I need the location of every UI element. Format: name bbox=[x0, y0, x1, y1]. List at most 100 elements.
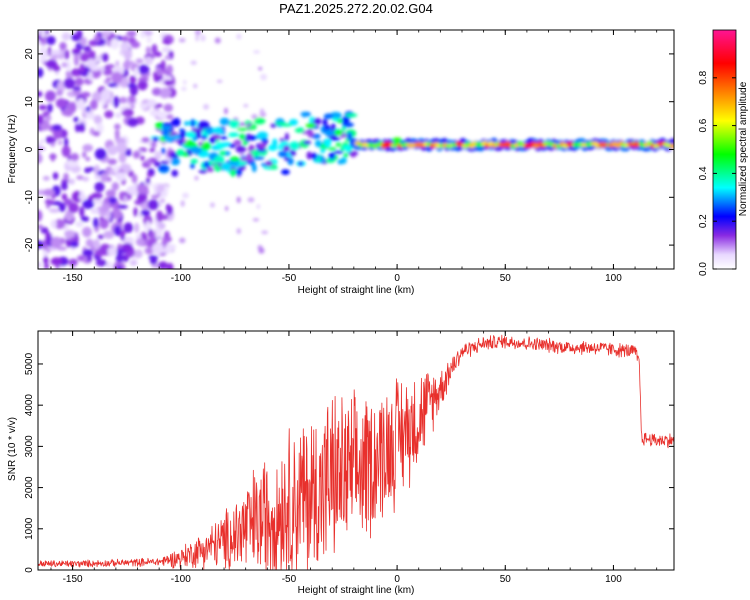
noise-blob bbox=[135, 238, 145, 246]
noise-blob bbox=[150, 231, 156, 239]
signal-blob bbox=[258, 143, 267, 149]
signal-blob bbox=[314, 139, 322, 148]
noise-blob bbox=[105, 189, 117, 198]
noise-blob bbox=[106, 209, 111, 221]
noise-blob bbox=[111, 182, 120, 191]
noise-blob bbox=[80, 91, 91, 98]
signal-blob bbox=[171, 117, 181, 127]
noise-blob bbox=[50, 236, 62, 249]
line-core bbox=[669, 143, 674, 149]
x-tick-label: 100 bbox=[605, 273, 622, 284]
noise-blob bbox=[150, 194, 160, 199]
noise-blob bbox=[61, 62, 68, 68]
signal-blob bbox=[152, 136, 159, 142]
noise-blob bbox=[82, 199, 95, 210]
signal-blob bbox=[247, 123, 252, 127]
noise-blob bbox=[117, 204, 129, 209]
noise-blob bbox=[84, 167, 91, 174]
noise-blob bbox=[64, 49, 70, 60]
noise-blob bbox=[56, 89, 64, 97]
noise-blob bbox=[63, 137, 69, 148]
signal-blob bbox=[235, 145, 247, 154]
signal-blob bbox=[323, 138, 332, 148]
noise-blob bbox=[107, 82, 118, 88]
signal-blob bbox=[164, 135, 174, 143]
noise-blob bbox=[72, 86, 82, 91]
noise-blob bbox=[101, 53, 109, 62]
noise-blob bbox=[52, 172, 59, 180]
noise-blob bbox=[115, 112, 122, 119]
noise-blob bbox=[152, 242, 164, 255]
noise-blob bbox=[80, 216, 90, 222]
noise-blob bbox=[123, 222, 134, 234]
signal-blob bbox=[161, 122, 173, 126]
noise-blob bbox=[114, 123, 121, 130]
noise-blob bbox=[99, 216, 104, 221]
noise-blob bbox=[150, 141, 157, 149]
noise-blob bbox=[165, 114, 174, 120]
sparse-blob bbox=[194, 30, 202, 36]
colorbar-tick-label: 0.6 bbox=[698, 118, 709, 132]
noise-blob bbox=[134, 222, 140, 234]
noise-blob bbox=[100, 172, 109, 183]
sparse-blob bbox=[193, 83, 198, 89]
noise-blob bbox=[156, 69, 164, 76]
noise-blob bbox=[126, 83, 137, 88]
sparse-blob bbox=[225, 206, 229, 211]
signal-blob bbox=[228, 132, 239, 138]
noise-blob bbox=[68, 258, 78, 267]
signal-blob bbox=[265, 160, 273, 167]
sparse-blob bbox=[260, 73, 267, 81]
noise-blob bbox=[38, 146, 46, 152]
sparse-blob bbox=[180, 200, 185, 207]
sparse-blob bbox=[223, 107, 228, 115]
noise-blob bbox=[160, 59, 166, 72]
noise-blob bbox=[42, 175, 50, 181]
noise-blob bbox=[38, 67, 44, 78]
sparse-blob bbox=[182, 192, 189, 199]
signal-blob bbox=[161, 128, 170, 137]
hotspot bbox=[294, 127, 305, 133]
noise-blob bbox=[157, 222, 166, 230]
x-tick-label: 0 bbox=[394, 574, 400, 585]
signal-blob bbox=[207, 126, 213, 131]
signal-blob bbox=[213, 126, 224, 135]
sparse-blob bbox=[214, 37, 221, 44]
y-tick-label: 0 bbox=[24, 146, 35, 152]
noise-blob bbox=[119, 49, 125, 56]
signal-blob bbox=[176, 149, 185, 157]
noise-blob bbox=[107, 145, 118, 156]
noise-blob bbox=[129, 75, 137, 84]
noise-blob bbox=[164, 230, 170, 240]
figure-title: PAZ1.2025.272.20.02.G04 bbox=[279, 1, 433, 16]
noise-blob bbox=[69, 240, 79, 248]
sparse-blob bbox=[258, 66, 263, 71]
noise-blob bbox=[63, 172, 69, 181]
signal-blob bbox=[246, 152, 253, 162]
hotspot bbox=[305, 123, 316, 129]
noise-blob bbox=[121, 242, 133, 253]
noise-blob bbox=[56, 246, 68, 251]
noise-blob bbox=[133, 181, 138, 193]
noise-blob bbox=[58, 202, 66, 212]
noise-blob bbox=[131, 173, 138, 184]
signal-blob bbox=[171, 169, 179, 177]
colorbar-ticks: 0.0 0.2 0.4 0.6 0.8 bbox=[698, 70, 736, 276]
noise-blob bbox=[141, 137, 150, 143]
noise-blob bbox=[121, 35, 129, 43]
signal-blob bbox=[178, 138, 184, 147]
noise-blob bbox=[137, 79, 148, 91]
noise-blob bbox=[146, 100, 157, 108]
noise-blob bbox=[43, 256, 49, 265]
noise-blob bbox=[92, 130, 101, 137]
noise-blob bbox=[38, 142, 42, 147]
noise-blob bbox=[43, 249, 49, 257]
signal-blob bbox=[200, 135, 207, 141]
signal-blob bbox=[333, 129, 343, 136]
signal-blob bbox=[333, 150, 344, 154]
noise-blob bbox=[151, 256, 157, 262]
signal-blob bbox=[343, 152, 349, 158]
noise-blob bbox=[92, 208, 100, 214]
